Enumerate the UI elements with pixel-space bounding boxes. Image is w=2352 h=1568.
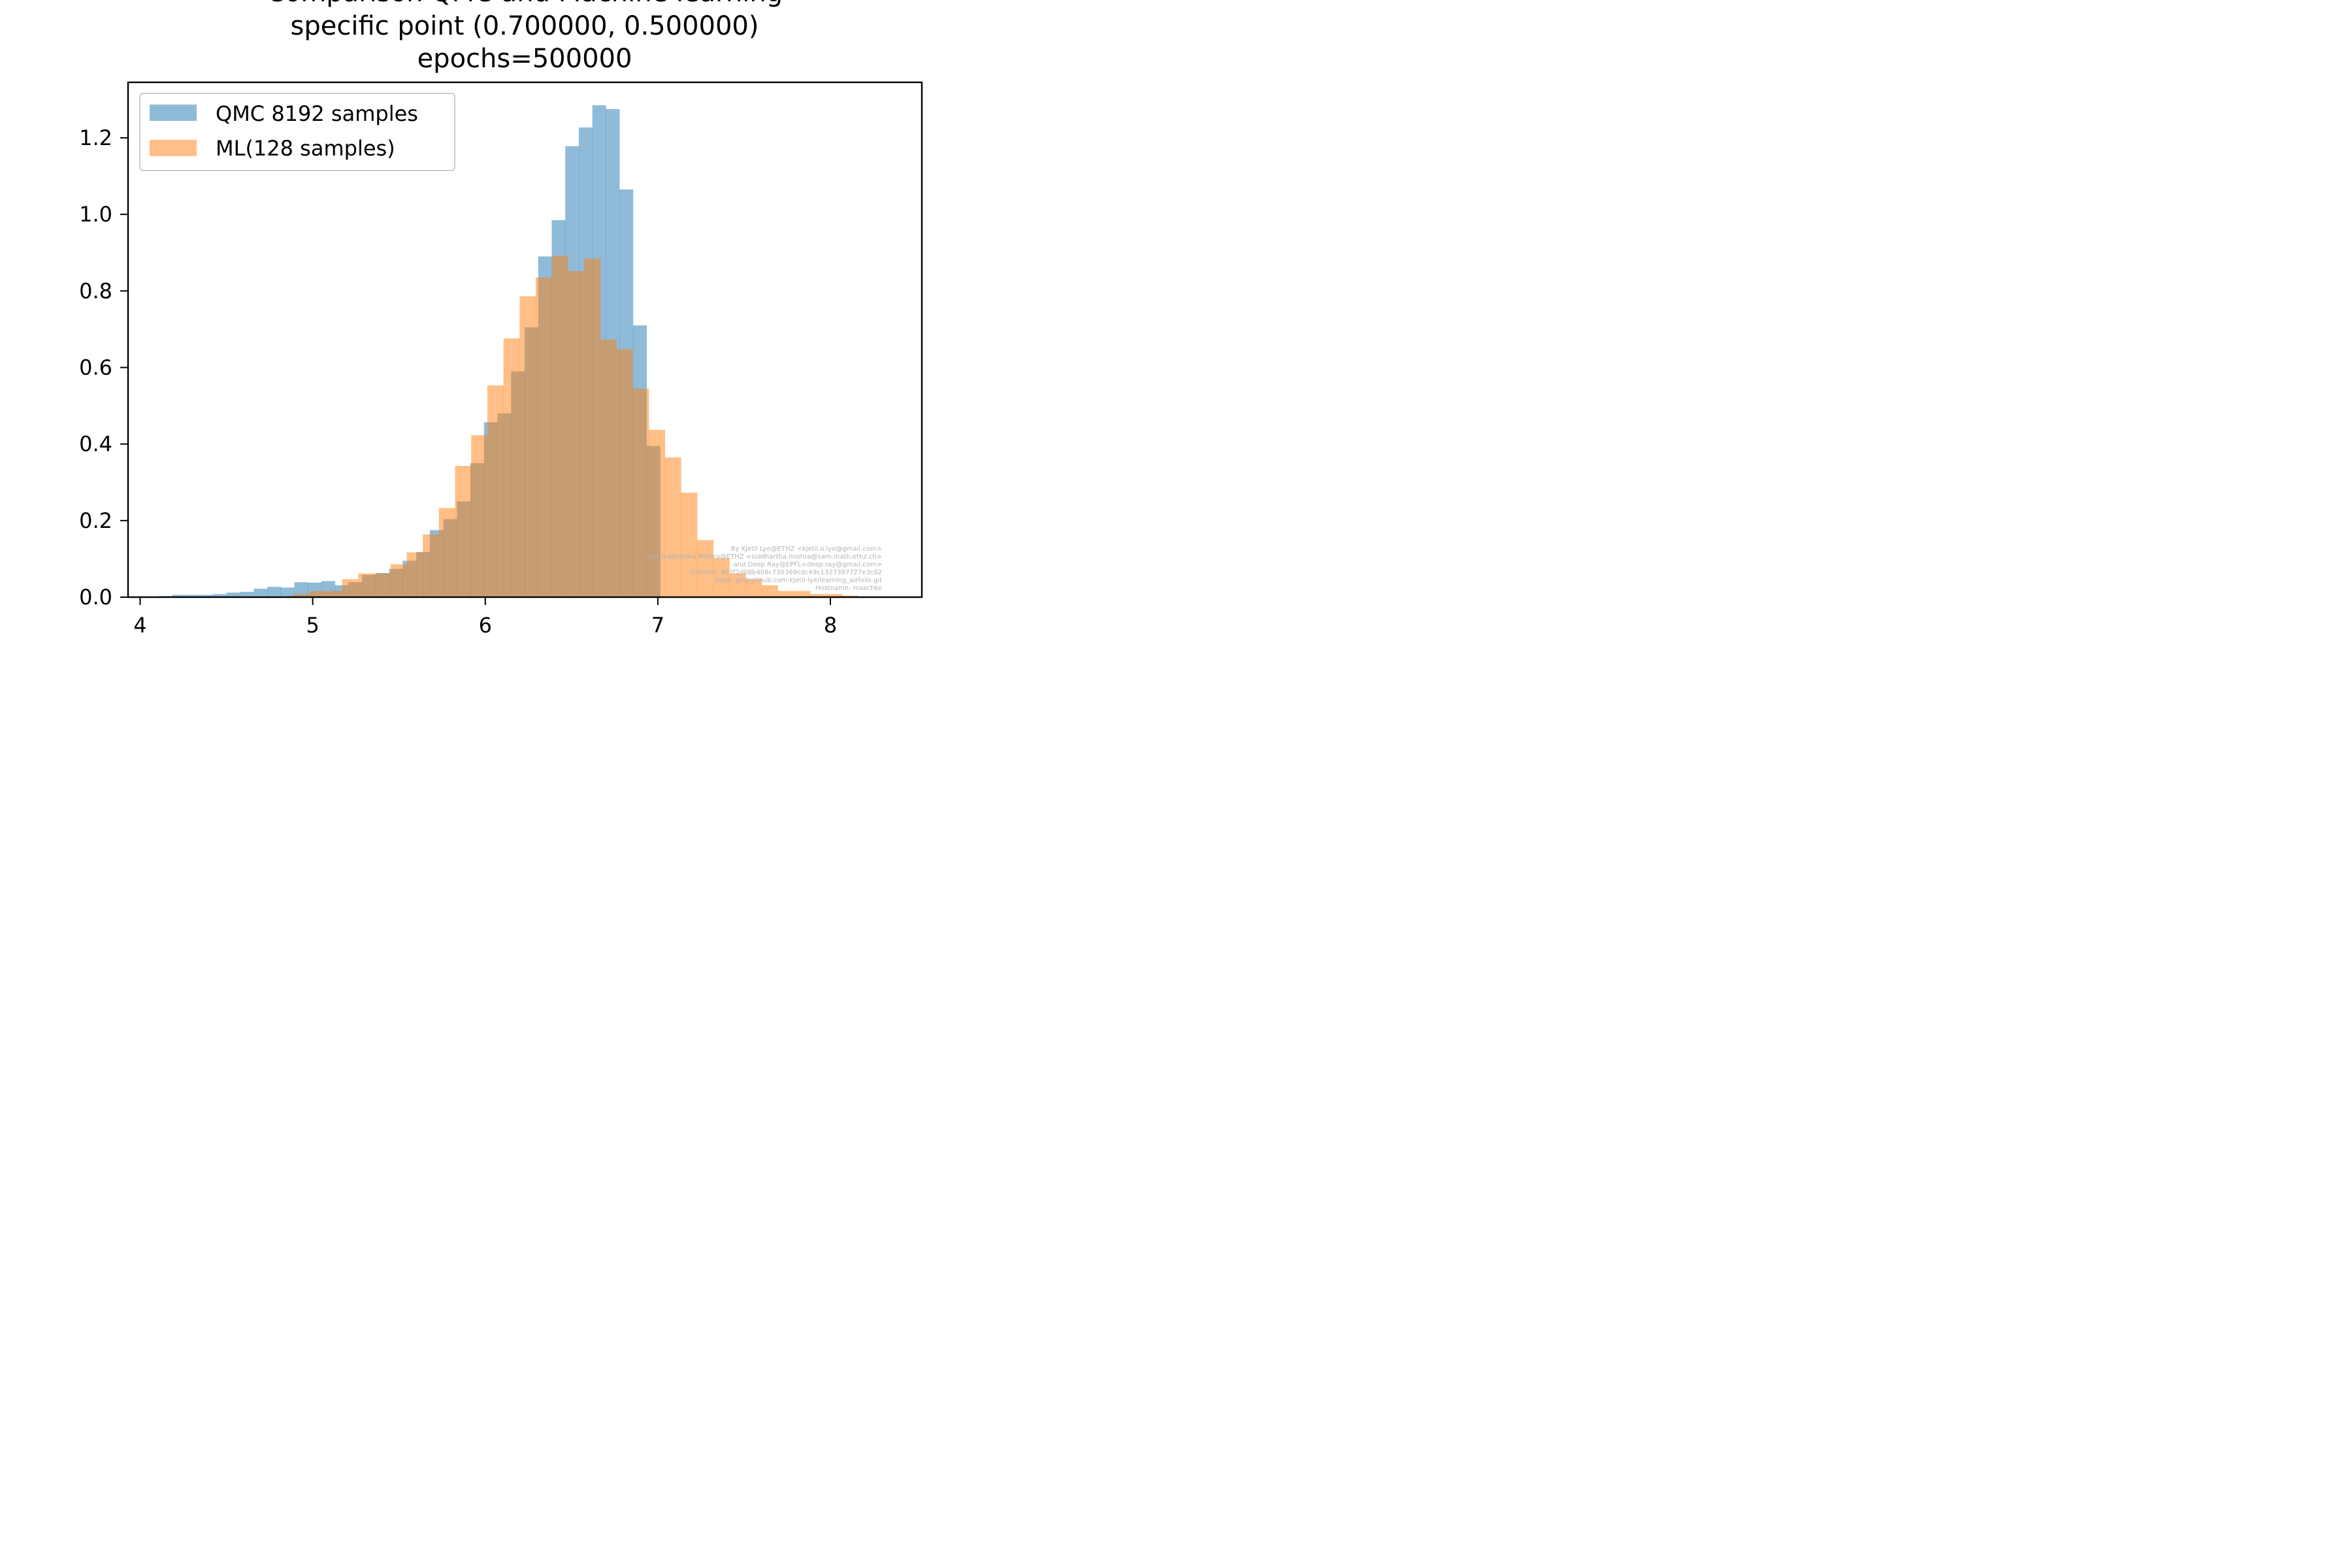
histogram-bar	[648, 429, 665, 597]
legend-frame	[139, 93, 455, 171]
plot-area-frame	[127, 81, 923, 598]
histogram-bar	[423, 534, 440, 597]
series-1-bars	[293, 255, 859, 597]
histogram-bar	[226, 592, 240, 597]
watermark-line-4: Commit: 903f2d08b408c730369cdc49c1327397…	[691, 569, 882, 576]
chart-title-line-2: specific point (0.700000, 0.500000)	[291, 11, 759, 41]
legend: QMC 8192 samples ML(128 samples)	[139, 93, 455, 171]
histogram-bar	[374, 573, 391, 597]
histogram-bar	[713, 558, 730, 597]
histogram-bar	[487, 385, 504, 597]
x-tick-label: 8	[824, 613, 837, 638]
histogram-bar	[777, 591, 794, 597]
histogram-bar	[199, 595, 214, 597]
x-tick-label: 7	[651, 613, 664, 638]
y-tick-label: 0.0	[79, 585, 112, 610]
histogram-bar	[438, 508, 455, 597]
histogram-chart: Comparison QMC and Machine learning spec…	[79, 0, 923, 638]
histogram-bar	[280, 587, 295, 597]
watermark-line-5: Repo: git@github.com:kjetil-lye/learning…	[715, 577, 882, 584]
histogram-bar	[406, 552, 423, 597]
histogram-bar	[551, 255, 568, 597]
histogram-bar	[681, 493, 698, 597]
histogram-bar	[503, 338, 520, 597]
histogram-bar	[696, 540, 714, 597]
chart-title-line-3: epochs=500000	[417, 44, 632, 74]
histogram-bar	[358, 573, 375, 597]
y-tick-label: 0.2	[79, 508, 112, 533]
watermark: By Kjetil Lye@ETHZ <kjetil.o.lye@gmail.c…	[646, 546, 882, 592]
histogram-bar	[293, 594, 310, 597]
chart-title-line-1: Comparison QMC and Machine learning	[267, 0, 783, 8]
histogram-bar	[584, 258, 601, 597]
chart-title: Comparison QMC and Machine learning spec…	[267, 0, 783, 74]
histogram-bar	[471, 435, 488, 597]
histogram-bar	[186, 595, 200, 597]
histogram-bar	[325, 591, 343, 597]
histogram-bar	[729, 573, 746, 597]
histogram-bar	[267, 587, 282, 597]
histogram-bar	[390, 564, 407, 597]
histogram-bar	[310, 591, 327, 597]
x-tick-label: 4	[133, 613, 146, 638]
y-tick-label: 0.8	[79, 278, 112, 303]
histogram-bar	[794, 591, 811, 597]
y-tick-label: 0.4	[79, 432, 112, 457]
histogram-bar	[253, 589, 268, 597]
y-tick-label: 1.2	[79, 125, 112, 150]
watermark-line-2: and Siddhartha Mishra@ETHZ <siddhartha.m…	[646, 553, 882, 561]
legend-label-ml: ML(128 samples)	[216, 136, 395, 161]
histogram-bar	[213, 594, 227, 597]
x-tick-label: 6	[479, 613, 492, 638]
histogram-bar	[616, 349, 633, 597]
histogram-bar	[745, 579, 762, 597]
watermark-line-3: and Deep Ray@EPFL<deep.ray@gmail.com>	[734, 561, 882, 568]
histogram-bar	[455, 466, 472, 597]
histogram-bars	[159, 105, 859, 598]
histogram-bar	[342, 579, 359, 597]
watermark-line-1: By Kjetil Lye@ETHZ <kjetil.o.lye@gmail.c…	[731, 546, 882, 553]
histogram-bar	[568, 270, 585, 597]
axis-ticks: 4 5 6 7 8 0.0 0.2 0.4 0.6 0.8 1.0 1.2	[79, 125, 837, 638]
histogram-bar	[600, 339, 617, 597]
legend-label-qmc: QMC 8192 samples	[216, 101, 418, 126]
histogram-bar	[664, 457, 681, 597]
histogram-bar	[826, 594, 843, 597]
y-tick-label: 1.0	[79, 202, 112, 227]
histogram-bar	[294, 582, 308, 597]
histogram-bar	[632, 388, 649, 597]
watermark-line-6: Hostname: maschke	[815, 585, 882, 592]
histogram-bar	[761, 585, 778, 597]
histogram-bar	[536, 277, 553, 597]
histogram-bar	[240, 591, 254, 597]
legend-swatch-ml	[150, 140, 197, 156]
histogram-bar	[809, 594, 826, 597]
legend-swatch-qmc	[150, 105, 197, 121]
y-tick-label: 0.6	[79, 355, 112, 380]
histogram-bar	[172, 595, 187, 597]
histogram-bar	[519, 296, 536, 597]
x-tick-label: 5	[306, 613, 319, 638]
